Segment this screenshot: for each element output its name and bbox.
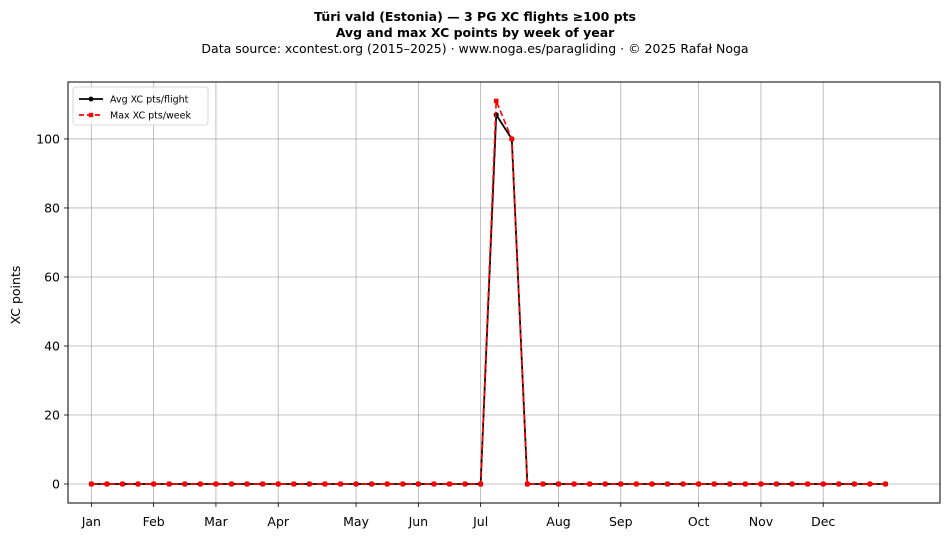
data-point-max: [198, 481, 203, 487]
chart-subtitle: Avg and max XC points by week of year: [335, 25, 615, 40]
data-point-max: [166, 481, 172, 487]
data-point-max: [260, 481, 265, 487]
data-point-max: [789, 481, 795, 487]
y-axis-label: XC points: [8, 266, 23, 325]
y-axis: 0 20 40 60 80 100: [36, 131, 68, 492]
x-tick-label: Mar: [204, 514, 228, 529]
data-point-max: [525, 481, 530, 487]
data-point-max: [634, 481, 639, 487]
data-point-max: [182, 481, 188, 487]
data-point-max: [665, 481, 670, 487]
x-tick-label: Apr: [267, 514, 289, 529]
data-point-max: [852, 481, 857, 487]
data-point-max: [104, 481, 110, 487]
x-axis: Jan Feb Mar Apr May Jun Jul Aug Sep Oct Nov Dec: [81, 503, 835, 529]
data-point-max: [400, 481, 406, 487]
chart-titles: Türi vald (Estonia) — 3 PG XC flights ≥1…: [0, 9, 950, 57]
data-point-max: [384, 481, 390, 487]
data-point-max: [571, 481, 577, 487]
y-tick-label: 0: [52, 477, 60, 492]
data-point-max: [353, 481, 359, 487]
data-point-max: [89, 481, 94, 487]
x-tick-label: Jul: [472, 514, 488, 529]
legend-marker: [88, 96, 94, 102]
x-tick-label: Jan: [81, 514, 101, 529]
data-point-max: [774, 481, 779, 487]
data-point-max: [836, 481, 842, 487]
legend-box: [72, 86, 209, 126]
chart-title: Türi vald (Estonia) — 3 PG XC flights ≥1…: [314, 9, 636, 24]
data-point-max: [120, 481, 125, 487]
data-point-max: [509, 136, 515, 142]
data-point-max: [602, 481, 608, 487]
y-tick-label: 80: [44, 200, 60, 215]
data-point-max: [649, 481, 655, 487]
data-point-max: [462, 481, 468, 487]
data-point-max: [696, 481, 701, 487]
data-point-max: [867, 481, 873, 487]
grid-lines: [68, 82, 940, 503]
data-point-max: [743, 481, 748, 487]
data-point-max: [135, 481, 141, 487]
data-point-max: [478, 481, 483, 487]
series-line-max: [91, 100, 886, 485]
legend-label: Max XC pts/week: [110, 111, 191, 122]
data-point-max: [213, 481, 219, 487]
y-tick-label: 100: [36, 131, 60, 146]
data-point-max: [291, 481, 297, 487]
data-point-max: [493, 98, 499, 104]
x-tick-label: Nov: [749, 514, 774, 529]
plot-frame: [67, 81, 941, 504]
data-point-max: [307, 481, 312, 487]
data-point-max: [338, 481, 343, 487]
legend-marker: [88, 112, 94, 118]
data-point-max: [556, 481, 561, 487]
data-point-max: [618, 481, 624, 487]
series-line-avg: [91, 113, 886, 485]
data-point-max: [322, 481, 328, 487]
data-point-max: [680, 481, 686, 487]
data-point-max: [587, 481, 592, 487]
data-point-max: [151, 481, 156, 487]
data-point-max: [229, 481, 234, 487]
x-tick-label: Feb: [143, 514, 165, 529]
x-tick-label: Aug: [546, 514, 570, 529]
y-tick-label: 60: [44, 269, 60, 284]
data-point-max: [275, 481, 281, 487]
y-tick-label: 40: [44, 338, 60, 353]
x-tick-label: Sep: [609, 514, 633, 529]
data-point-max: [758, 481, 764, 487]
x-tick-label: Dec: [811, 514, 835, 529]
data-point-max: [244, 481, 250, 487]
x-tick-label: Oct: [688, 514, 710, 529]
series-layer: [88, 98, 889, 487]
data-point-max: [369, 481, 374, 487]
data-point-max: [416, 481, 421, 487]
x-tick-label: May: [343, 514, 369, 529]
chart-source: Data source: xcontest.org (2015–2025) · …: [201, 41, 749, 56]
data-point-max: [820, 481, 826, 487]
data-point-max: [447, 481, 452, 487]
legend-label: Avg XC pts/flight: [110, 95, 189, 106]
data-point-max: [711, 481, 717, 487]
data-point-max: [727, 481, 733, 487]
data-point-max: [540, 481, 546, 487]
data-point-max: [883, 481, 888, 487]
x-tick-label: Jun: [408, 514, 429, 529]
legend: Avg XC pts/flight Max XC pts/week: [72, 86, 209, 126]
data-point-max: [431, 481, 437, 487]
data-point-max: [805, 481, 810, 487]
y-tick-label: 20: [44, 408, 60, 423]
